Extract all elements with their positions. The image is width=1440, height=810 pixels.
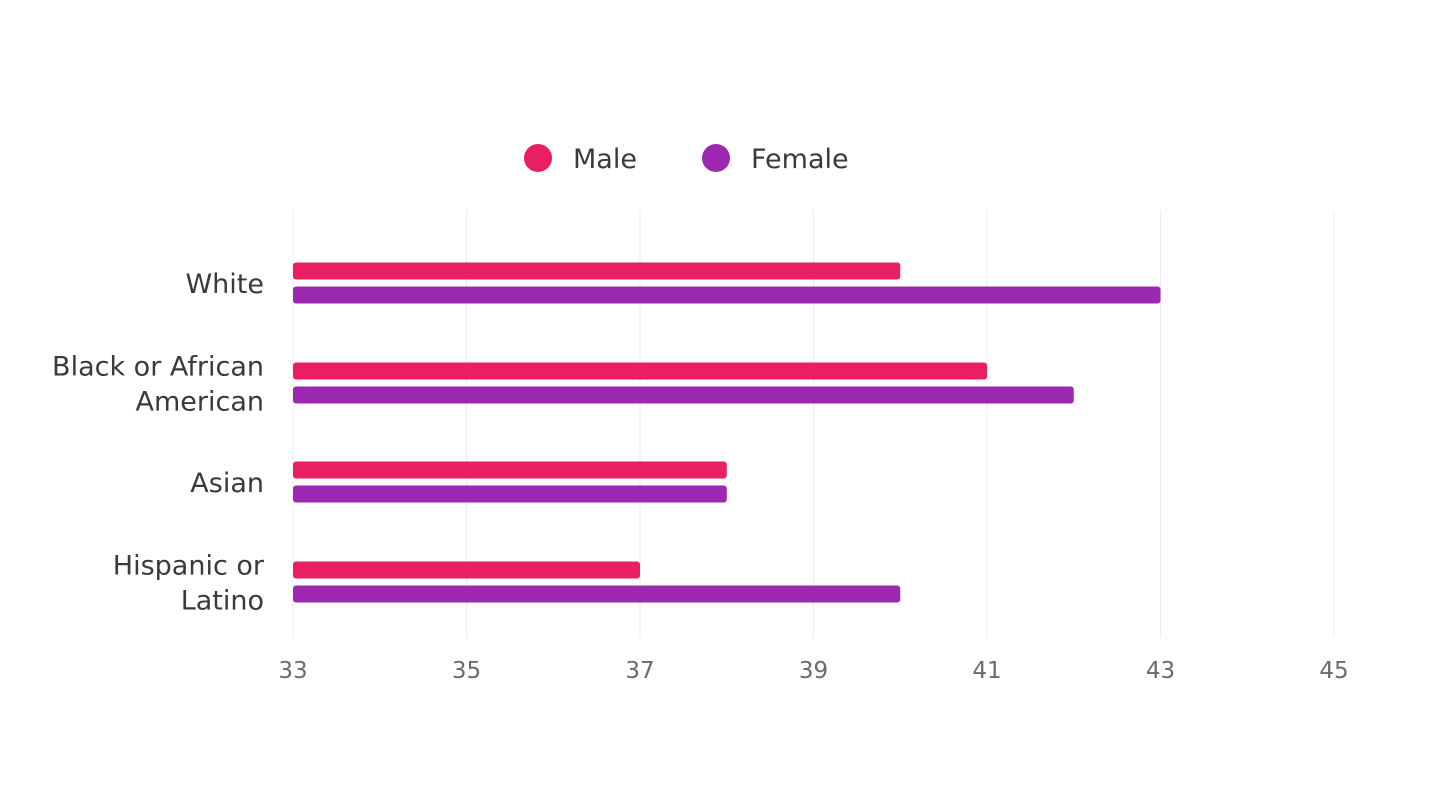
x-tick-label-33: 33 — [278, 658, 307, 684]
x-axis-ticks: 33 35 37 39 41 43 45 — [278, 658, 1348, 684]
x-tick-label-43: 43 — [1146, 658, 1175, 684]
category-label-1-line-0: Black or African — [52, 352, 264, 383]
category-label-2: Asian — [190, 468, 264, 499]
bar-female-3 — [293, 585, 901, 603]
legend-marker-male — [524, 144, 552, 172]
legend-label-female: Female — [751, 144, 849, 175]
category-label-3-line-1: Latino — [181, 586, 264, 617]
legend-label-male: Male — [573, 144, 637, 175]
category-label-3-line-0: Hispanic or — [113, 551, 265, 582]
x-tick-label-37: 37 — [625, 658, 654, 684]
bar-male-0 — [293, 262, 901, 280]
x-tick-label-41: 41 — [972, 658, 1001, 684]
x-tick-label-45: 45 — [1319, 658, 1348, 684]
bars — [293, 262, 1161, 603]
category-label-0: White — [185, 269, 264, 300]
bar-female-2 — [293, 485, 727, 503]
legend-marker-female — [702, 144, 730, 172]
grid-lines — [292, 210, 1335, 638]
x-tick-label-35: 35 — [452, 658, 481, 684]
legend: Male Female — [524, 144, 849, 175]
bar-female-1 — [293, 386, 1074, 404]
bar-male-3 — [293, 561, 640, 579]
bar-male-2 — [293, 461, 727, 479]
category-label-1-line-1: American — [136, 387, 265, 418]
bar-female-0 — [293, 286, 1161, 304]
bar-male-1 — [293, 362, 987, 380]
x-tick-label-39: 39 — [799, 658, 828, 684]
category-labels: White Black or African American Asian Hispan… — [52, 269, 265, 617]
